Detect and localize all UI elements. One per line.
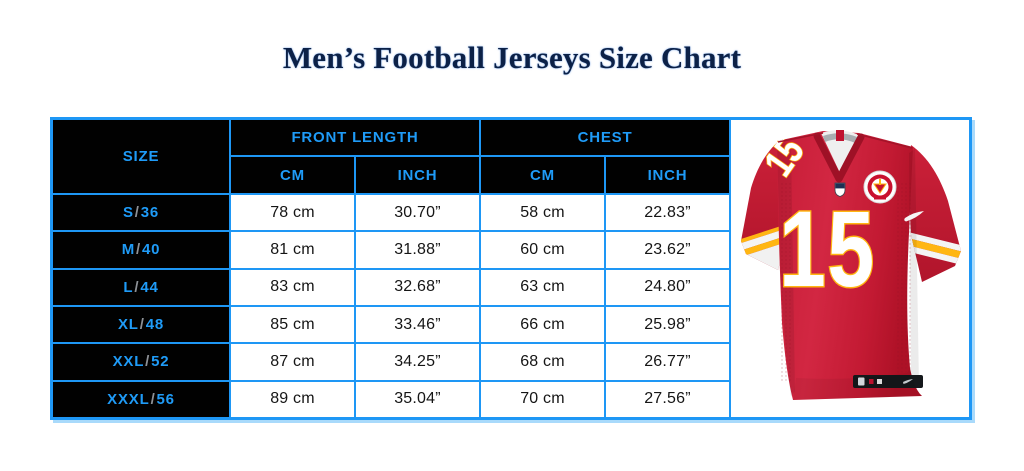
jersey-product-image: 15 15 — [729, 120, 969, 417]
table-cell: 60 cm — [481, 232, 604, 268]
championship-patch-icon — [863, 170, 897, 203]
header-front-length: FRONT LENGTH — [231, 120, 479, 155]
header-chest-inch: INCH — [606, 157, 729, 193]
size-chart-box: SIZE FRONT LENGTH CHEST CM INCH CM INCH … — [50, 117, 972, 420]
jersey-number-chest: 15 — [779, 187, 876, 309]
table-cell: 25.98” — [606, 306, 729, 343]
size-label: L/44 — [53, 269, 229, 305]
football-jersey-illustration: 15 15 — [741, 123, 967, 400]
table-cell: 32.68” — [356, 269, 479, 305]
size-label: M/40 — [53, 232, 229, 268]
size-slash: / — [150, 390, 156, 408]
table-cell: 63 cm — [481, 269, 604, 305]
size-slash: / — [134, 278, 140, 296]
table-cell: 30.70” — [356, 195, 479, 231]
size-table: SIZE FRONT LENGTH CHEST CM INCH CM INCH … — [53, 120, 729, 417]
table-cell: 34.25” — [356, 344, 479, 380]
size-slash: / — [145, 353, 151, 371]
jersey-collar — [777, 129, 913, 182]
table-cell: 58 cm — [481, 195, 604, 231]
table-cell: 70 cm — [481, 381, 604, 417]
table-cell: 66 cm — [481, 306, 604, 343]
table-cell: 35.04” — [356, 381, 479, 417]
table-cell: 27.56” — [606, 381, 729, 417]
table-cell: 89 cm — [231, 381, 354, 417]
table-cell: 23.62” — [606, 232, 729, 268]
table-cell: 78 cm — [231, 195, 354, 231]
table-cell: 81 cm — [231, 232, 354, 268]
table-cell: 87 cm — [231, 344, 354, 380]
table-cell: 68 cm — [481, 344, 604, 380]
header-chest: CHEST — [481, 120, 729, 155]
table-cell: 26.77” — [606, 344, 729, 380]
table-cell: 24.80” — [606, 269, 729, 305]
nfl-shield-icon — [834, 182, 846, 197]
jersey-number-right-shoulder: 15 — [924, 123, 967, 169]
size-slash: / — [136, 241, 141, 259]
table-cell: 31.88” — [356, 232, 479, 268]
header-chest-cm: CM — [481, 157, 604, 193]
table-cell: 85 cm — [231, 306, 354, 343]
jock-tag — [853, 374, 923, 388]
table-cell: 33.46” — [356, 306, 479, 343]
header-front-cm: CM — [231, 157, 354, 193]
size-slash: / — [134, 204, 140, 222]
collar-tag — [836, 129, 844, 141]
header-front-inch: INCH — [356, 157, 479, 193]
size-label: S/36 — [53, 195, 229, 231]
page-title: Men’s Football Jerseys Size Chart — [282, 40, 742, 75]
size-label: XXXL/56 — [53, 381, 229, 417]
size-label: XXL/52 — [53, 344, 229, 380]
size-slash: / — [139, 316, 145, 334]
size-label: XL/48 — [53, 306, 229, 343]
table-cell: 83 cm — [231, 269, 354, 305]
table-cell: 22.83” — [606, 195, 729, 231]
header-size: SIZE — [53, 120, 229, 193]
nike-swoosh-icon — [904, 210, 924, 221]
